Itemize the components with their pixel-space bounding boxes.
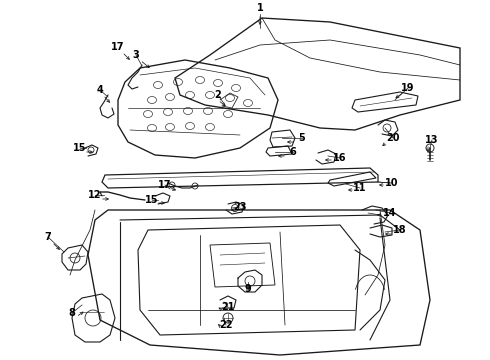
Text: 18: 18 bbox=[393, 225, 407, 235]
Text: 17: 17 bbox=[158, 180, 172, 190]
Text: 13: 13 bbox=[425, 135, 439, 145]
Text: 15: 15 bbox=[145, 195, 159, 205]
Text: 1: 1 bbox=[257, 3, 264, 13]
Text: 20: 20 bbox=[386, 133, 400, 143]
Text: 7: 7 bbox=[45, 232, 51, 242]
Text: 6: 6 bbox=[290, 147, 296, 157]
Text: 10: 10 bbox=[385, 178, 399, 188]
Text: 11: 11 bbox=[353, 183, 367, 193]
Text: 9: 9 bbox=[245, 284, 251, 294]
Text: 5: 5 bbox=[298, 133, 305, 143]
Text: 16: 16 bbox=[333, 153, 347, 163]
Text: 21: 21 bbox=[221, 302, 235, 312]
Text: 19: 19 bbox=[401, 83, 415, 93]
Text: 14: 14 bbox=[383, 208, 397, 218]
Text: 3: 3 bbox=[133, 50, 139, 60]
Text: 8: 8 bbox=[69, 308, 75, 318]
Text: 4: 4 bbox=[97, 85, 103, 95]
Text: 2: 2 bbox=[215, 90, 221, 100]
Text: 12: 12 bbox=[88, 190, 102, 200]
Text: 15: 15 bbox=[73, 143, 87, 153]
Text: 22: 22 bbox=[219, 320, 233, 330]
Text: 23: 23 bbox=[233, 202, 247, 212]
Text: 17: 17 bbox=[111, 42, 125, 52]
